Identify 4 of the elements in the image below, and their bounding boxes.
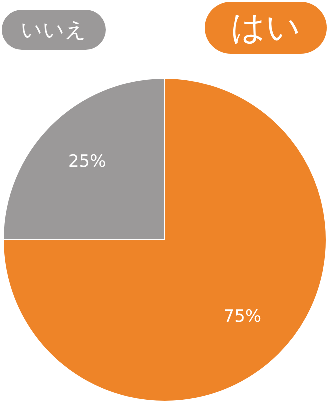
data-label: 25%	[68, 152, 106, 172]
data-label: 75%	[224, 307, 262, 328]
slice-label: はい	[205, 2, 327, 54]
slice-label: いいえ	[2, 10, 106, 50]
